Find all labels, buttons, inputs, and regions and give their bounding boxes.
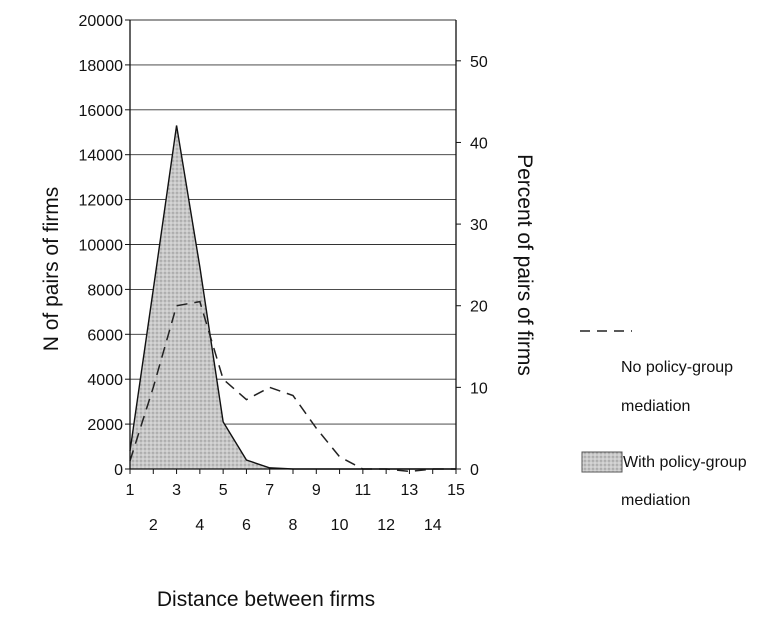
y-tick-label: 18000 [79, 58, 124, 75]
legend-no-mediation-label-line1: No policy-group [621, 359, 733, 376]
legend-stipple-swatch [581, 451, 623, 473]
y2-tick-label: 30 [470, 217, 488, 234]
x-tick-label: 5 [219, 482, 228, 499]
x-axis-title: Distance between firms [157, 588, 375, 611]
y-tick-label: 4000 [87, 372, 123, 389]
y-tick-label: 14000 [79, 148, 124, 165]
legend-no-mediation-label-line2: mediation [621, 398, 690, 415]
legend: No policy-group mediation With policy-gr… [580, 330, 747, 509]
y2-tick-label: 0 [470, 462, 479, 479]
y-axis-title: N of pairs of firms [40, 187, 63, 352]
x-tick-label: 15 [447, 482, 465, 499]
x-tick-label: 9 [312, 482, 321, 499]
x-tick-label: 12 [377, 517, 395, 534]
y-tick-label: 10000 [79, 238, 124, 255]
y-tick-label: 20000 [79, 13, 124, 30]
x-tick-label: 13 [401, 482, 419, 499]
y-tick-label: 8000 [87, 282, 123, 299]
x-tick-label: 1 [126, 482, 135, 499]
y2-tick-label: 20 [470, 299, 488, 316]
y-tick-label: 0 [114, 462, 123, 479]
tick-labels: 0200040006000800010000120001400016000180… [79, 13, 488, 534]
line-layer [129, 300, 456, 473]
x-tick-label: 2 [149, 517, 158, 534]
series-line-no-mediation [129, 300, 456, 473]
y-tick-label: 6000 [87, 327, 123, 344]
x-tick-label: 11 [355, 482, 372, 499]
y-tick-label: 2000 [87, 417, 123, 434]
legend-with-mediation-label-line2: mediation [621, 492, 690, 509]
x-tick-label: 3 [172, 482, 181, 499]
y2-tick-label: 10 [470, 380, 488, 397]
y2-axis-title: Percent of pairs of firms [513, 154, 536, 376]
y2-tick-label: 50 [470, 54, 488, 71]
x-tick-label: 6 [242, 517, 251, 534]
y2-tick-label: 40 [470, 135, 488, 152]
series-area-with-mediation [130, 125, 456, 469]
area-layer [129, 125, 456, 470]
y-tick-label: 12000 [79, 193, 124, 210]
x-tick-label: 7 [265, 482, 274, 499]
x-tick-label: 8 [289, 517, 298, 534]
x-tick-label: 10 [331, 517, 349, 534]
axes [125, 19, 461, 474]
y-tick-label: 16000 [79, 103, 124, 120]
x-tick-label: 4 [195, 517, 204, 534]
legend-with-mediation-label-line1: With policy-group [623, 454, 747, 471]
x-tick-label: 14 [424, 517, 442, 534]
